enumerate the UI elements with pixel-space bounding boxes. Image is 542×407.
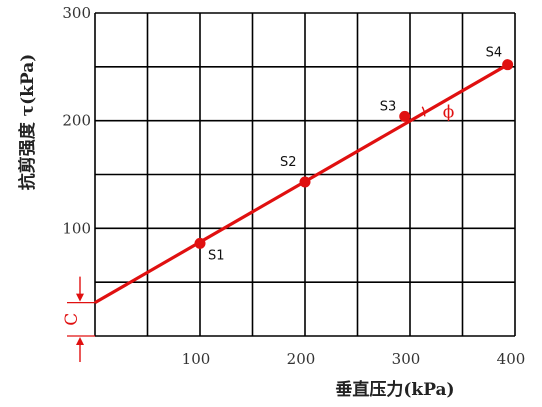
intercept-arrow-bottom-head [76,337,84,345]
y-axis-title: 抗剪强度 τ(kPa) [17,54,38,191]
intercept-label: C [62,313,82,326]
intercept-arrow-top-head [76,293,84,302]
y-tick-label: 300 [62,4,91,22]
data-point [399,110,411,122]
data-point-label: S2 [280,155,297,170]
data-series: S1 S2 S3 S4 [94,46,514,305]
annotations: Cϕ [62,102,454,362]
data-point [502,59,514,71]
x-tick-label: 200 [287,350,316,368]
data-point [299,176,311,188]
data-point-label: S1 [208,248,225,263]
data-point-label: S3 [380,99,397,114]
angle-arc [421,106,426,117]
x-tick-label: 300 [392,350,421,368]
angle-label: ϕ [443,102,455,122]
data-point [194,237,206,249]
y-tick-label: 200 [62,112,91,130]
x-tick-label: 400 [497,350,526,368]
x-axis-title: 垂直压力(kPa) [335,379,454,400]
data-point-label: S4 [486,46,503,61]
grid [94,12,516,337]
tick-labels: 100 200 300 400 100 200 300 [62,4,525,368]
y-tick-label: 100 [62,219,91,237]
x-tick-label: 100 [182,350,211,368]
